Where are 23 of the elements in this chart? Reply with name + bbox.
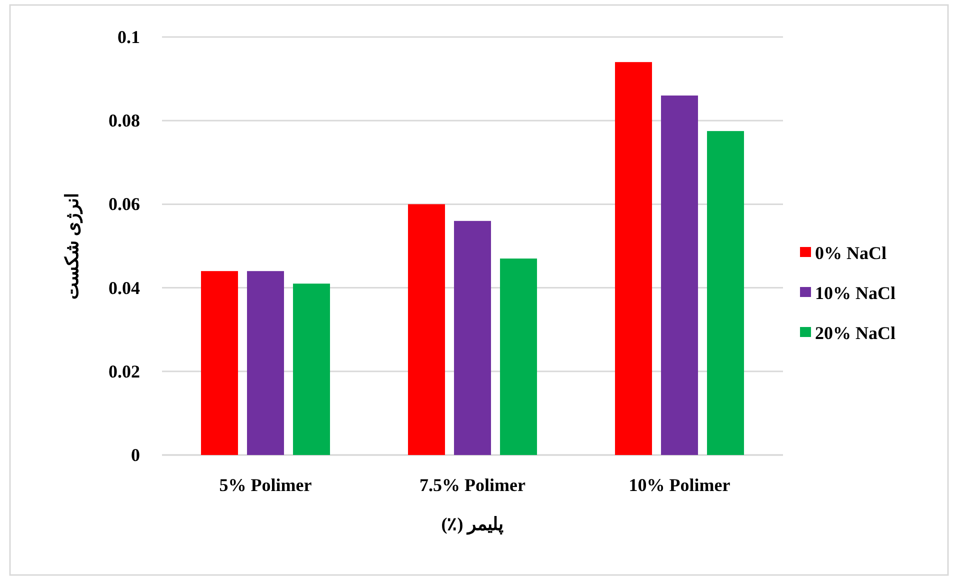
y-axis-title: انرژی شکست: [62, 192, 83, 300]
bar: [661, 96, 698, 455]
y-tick-label: 0.02: [108, 361, 140, 382]
y-tick-label: 0.08: [108, 110, 140, 131]
bar: [293, 284, 330, 455]
x-tick-label: 5% Polimer: [219, 475, 312, 495]
x-tick-label: 10% Polimer: [628, 475, 730, 495]
legend-label: 0% NaCl: [815, 243, 886, 263]
bar: [454, 220, 491, 455]
x-tick-label: 7.5% Polimer: [420, 475, 526, 495]
y-tick-label: 0.06: [108, 194, 140, 214]
legend-label: 20% NaCl: [815, 323, 896, 343]
bar: [408, 204, 445, 455]
bar: [247, 271, 284, 455]
y-tick-label: 0.04: [108, 278, 140, 298]
bar: [500, 258, 537, 455]
x-axis-title: پلیمر (٪): [441, 514, 504, 535]
bar: [615, 62, 652, 455]
y-tick-label: 0.1: [118, 27, 140, 47]
bar: [201, 271, 238, 455]
legend-label: 10% NaCl: [815, 283, 896, 303]
y-tick-label: 0: [131, 445, 140, 465]
bar: [707, 131, 744, 455]
